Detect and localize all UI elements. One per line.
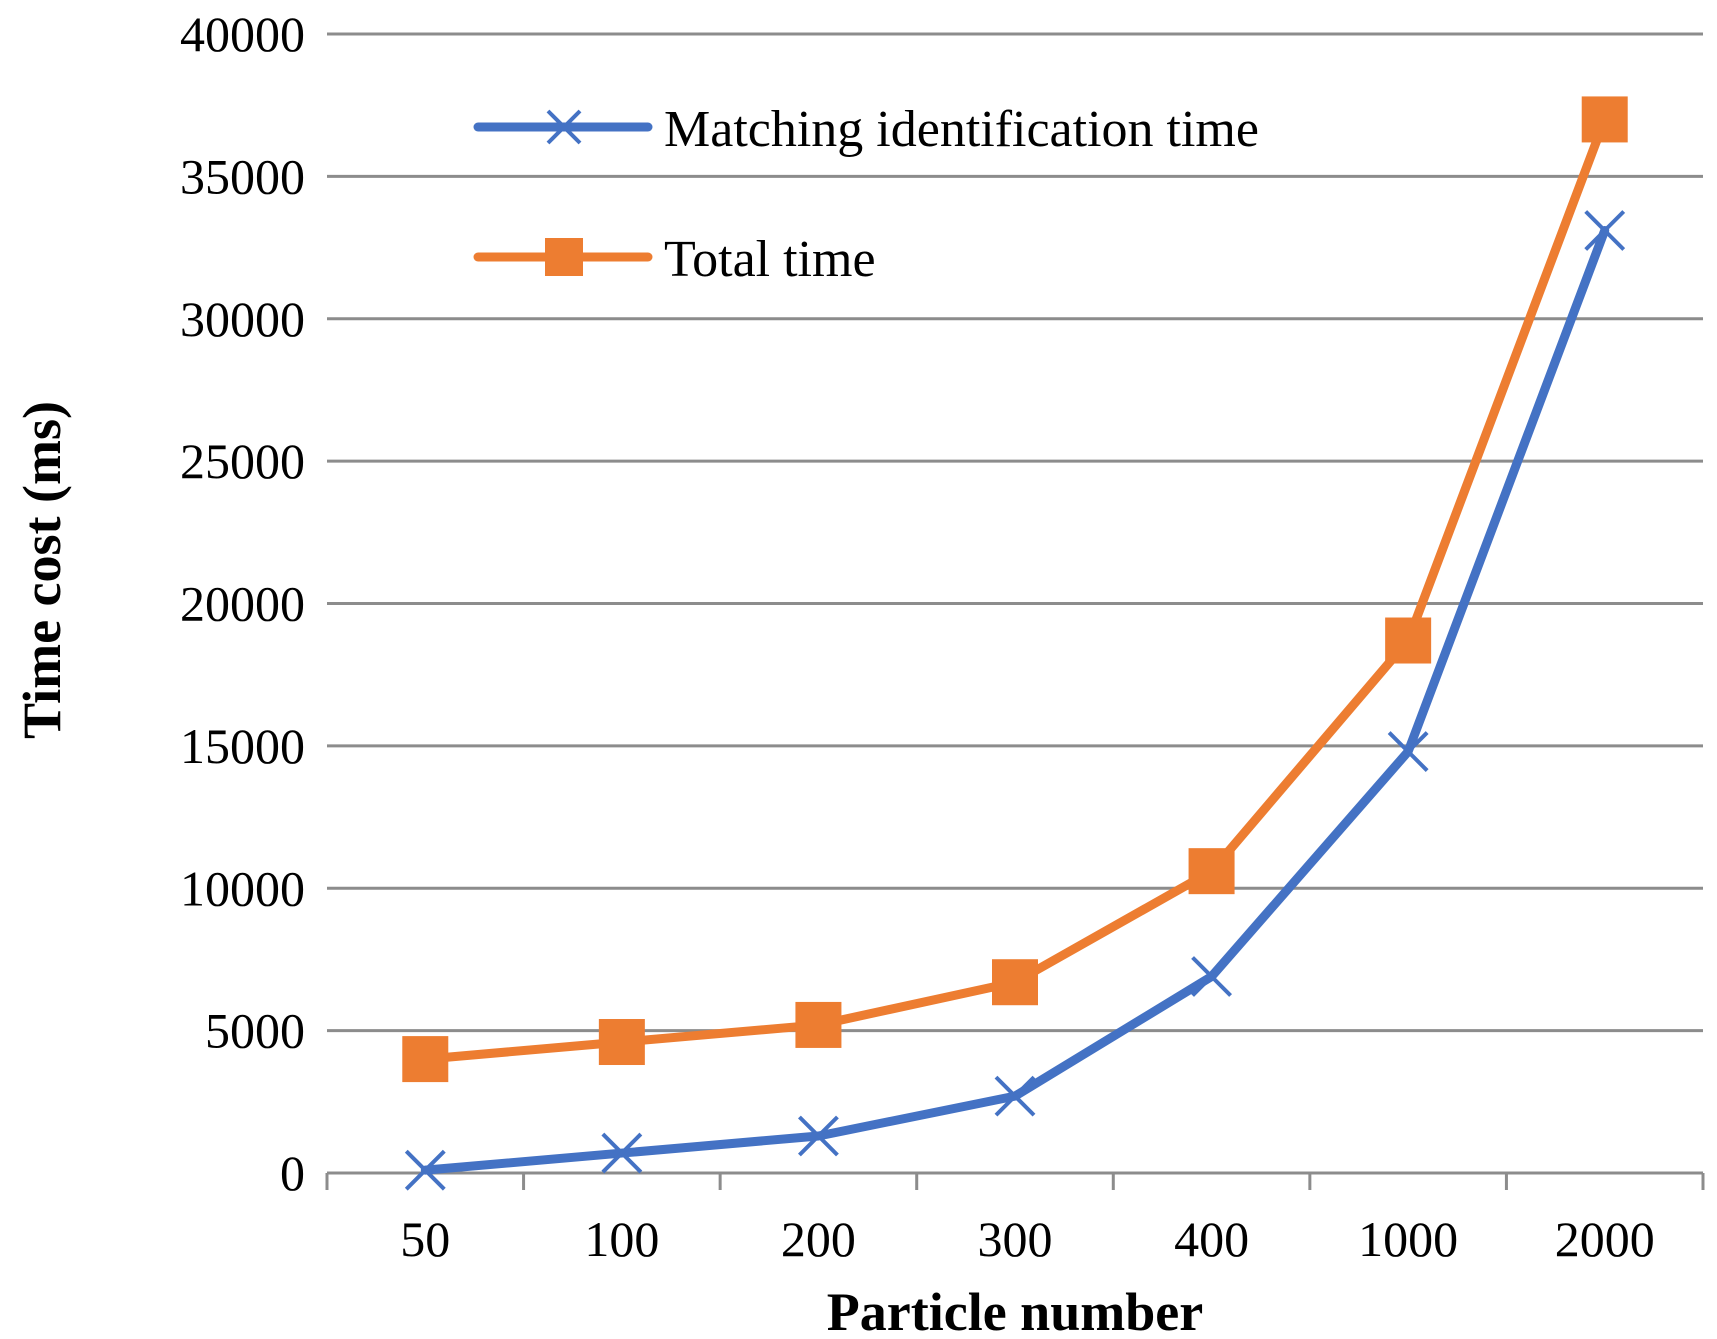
data-point <box>992 959 1038 1006</box>
legend-item-matching: Matching identification time <box>473 101 1259 158</box>
data-point <box>1188 848 1235 895</box>
data-point <box>1191 956 1232 997</box>
data-point <box>1387 731 1429 772</box>
data-point <box>798 1115 839 1157</box>
y-tick-label: 40000 <box>180 6 305 62</box>
x-tick-label: 1000 <box>1358 1211 1458 1267</box>
y-tick-label: 5000 <box>205 1003 305 1059</box>
y-tick-label: 25000 <box>180 433 305 489</box>
y-axis-title: Time cost (ms) <box>12 401 72 739</box>
legend-item-total: Total time <box>473 231 876 288</box>
x-tick-label: 100 <box>584 1211 659 1267</box>
legend-marker-matching <box>546 109 582 145</box>
data-point <box>994 1075 1036 1117</box>
y-tick-label: 10000 <box>180 860 305 916</box>
data-point <box>598 1019 645 1066</box>
x-axis-title: Particle number <box>827 1282 1203 1339</box>
x-tick-label: 200 <box>781 1211 856 1267</box>
data-point <box>601 1132 643 1174</box>
y-tick-label: 35000 <box>180 148 305 204</box>
data-point <box>404 1149 446 1191</box>
legend-marker-total <box>545 238 583 276</box>
x-axis: 50 100 200 300 400 1000 2000 <box>325 1171 1705 1267</box>
series-matching <box>404 210 1626 1191</box>
y-tick-label: 0 <box>280 1145 305 1201</box>
data-point <box>1584 210 1626 251</box>
data-point <box>1581 96 1628 143</box>
y-tick-label: 15000 <box>180 718 305 774</box>
x-tick-label: 300 <box>978 1211 1053 1267</box>
legend-label-total: Total time <box>664 231 876 288</box>
gridlines <box>327 32 1703 1033</box>
data-point <box>402 1036 449 1083</box>
legend-label-matching: Matching identification time <box>664 101 1259 158</box>
x-tick-label: 50 <box>400 1211 450 1267</box>
y-axis-tick-labels: 0 5000 10000 15000 20000 25000 30000 35000 40000 <box>180 6 305 1201</box>
legend: Matching identification time Total time <box>473 101 1259 288</box>
series-lines <box>402 96 1628 1191</box>
x-tick-label: 400 <box>1174 1211 1249 1267</box>
x-tick-label: 2000 <box>1555 1211 1655 1267</box>
y-tick-label: 30000 <box>180 291 305 347</box>
y-tick-label: 20000 <box>180 576 305 632</box>
data-point <box>1385 617 1432 664</box>
data-point <box>795 1001 842 1048</box>
series-total <box>402 96 1628 1083</box>
